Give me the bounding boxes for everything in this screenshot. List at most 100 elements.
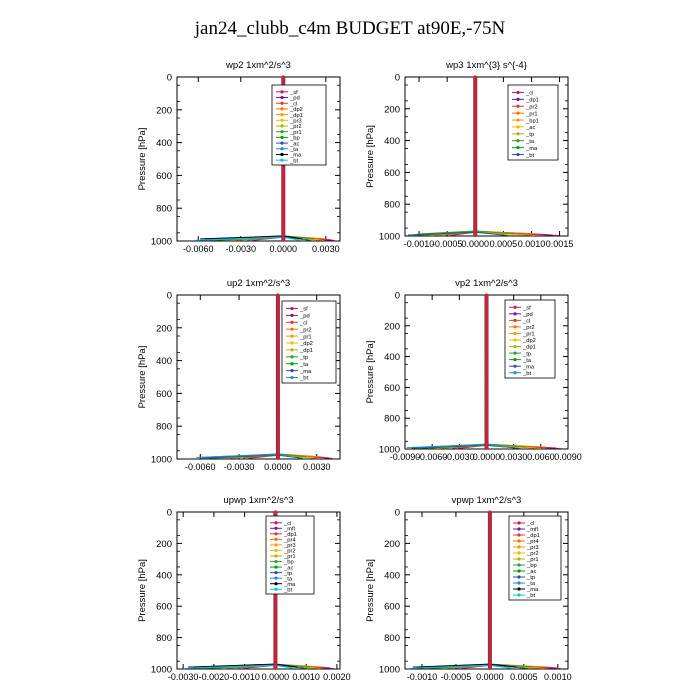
profile-marker — [281, 238, 285, 242]
panel-title: up2 1xm^2/s^3 — [227, 278, 290, 289]
legend-marker — [280, 90, 284, 94]
y-tick-label: 800 — [156, 422, 172, 433]
legend-marker — [280, 101, 284, 105]
y-tick-label: 600 — [384, 383, 400, 394]
legend-marker — [290, 341, 294, 345]
y-tick-label: 400 — [156, 570, 172, 581]
legend-label: _cl — [289, 101, 297, 107]
legend-marker — [280, 124, 284, 128]
y-tick-label: 600 — [156, 602, 172, 613]
x-tick-label: 0.0030 — [303, 462, 331, 472]
legend-box — [265, 515, 315, 595]
legend-marker — [280, 147, 284, 151]
x-tick-label: -0.0010 — [229, 672, 260, 682]
legend-label: _pd — [522, 312, 533, 318]
x-tick-label: 0.0030 — [500, 452, 528, 462]
x-tick-label: 0.0000 — [473, 452, 501, 462]
x-tick-label: -0.0060 — [183, 244, 214, 254]
legend-label: _dp1 — [299, 348, 313, 354]
legend-label: _ma — [522, 364, 535, 370]
legend-label: _bt — [522, 371, 531, 377]
legend-marker — [290, 313, 294, 317]
legend-label: _ta — [283, 576, 293, 582]
legend-marker — [516, 139, 520, 143]
legend-marker — [517, 563, 521, 567]
legend-marker — [517, 575, 521, 579]
legend-label: _pr2 — [522, 325, 535, 331]
legend-label: _pr1 — [299, 334, 312, 340]
legend-label: _dp1 — [289, 113, 303, 119]
panel-title: vp2 1xm^2/s^3 — [455, 278, 518, 289]
legend-label: _pr4 — [526, 539, 539, 545]
legend-marker — [513, 305, 517, 309]
legend-label: _bp — [289, 136, 300, 142]
legend-label: _ta — [526, 581, 536, 587]
y-tick-label: 200 — [156, 323, 172, 334]
legend-label: _pr2 — [526, 551, 539, 557]
y-tick-label: 0 — [167, 73, 172, 84]
legend-label: _ma — [299, 369, 312, 375]
y-tick-label: 0 — [395, 73, 400, 84]
legend-label: _ma — [283, 582, 296, 588]
legend-marker — [516, 104, 520, 108]
y-tick-label: 0 — [167, 291, 172, 302]
legend-label: _pr2 — [283, 549, 296, 555]
legend-marker — [290, 369, 294, 373]
y-axis-label: Pressure [hPa] — [137, 128, 148, 191]
legend-marker — [280, 130, 284, 134]
legend-label: _dp1 — [283, 532, 297, 538]
y-tick-label: 800 — [384, 414, 400, 425]
legend-label: _ac — [283, 565, 293, 571]
legend-label: _pd — [289, 96, 300, 102]
legend-label: _cl — [526, 521, 534, 527]
y-axis-label: Pressure [hPa] — [365, 341, 376, 404]
plot-frame — [176, 294, 341, 460]
legend-marker — [290, 327, 294, 331]
panel-title: wp2 1xm^2/s^3 — [225, 60, 291, 71]
legend-marker — [516, 146, 520, 150]
legend-marker — [517, 593, 521, 597]
legend-marker — [517, 545, 521, 549]
legend-label: _pr2 — [289, 124, 302, 130]
legend-label: _bt — [525, 153, 534, 159]
legend-marker — [513, 351, 517, 355]
legend-marker — [513, 364, 517, 368]
legend-label: _ta — [289, 147, 299, 153]
legend-marker — [517, 521, 521, 525]
legend-label: _cl — [283, 521, 291, 527]
x-tick-label: 0.0010 — [518, 239, 546, 249]
legend-marker — [517, 581, 521, 585]
legend-label: _pd — [299, 314, 310, 320]
legend-box — [508, 515, 562, 601]
legend-marker — [274, 587, 278, 591]
legend-label: _bt — [299, 376, 308, 382]
y-tick-label: 800 — [156, 633, 172, 644]
x-tick-label: 0.0015 — [546, 239, 574, 249]
x-tick-label: 0.0000 — [262, 672, 290, 682]
y-tick-label: 600 — [156, 389, 172, 400]
legend-marker — [274, 543, 278, 547]
chart-panel: wp3 1xm^{3} s^{-4} Pressure [hPa] 0 200 400 6… — [365, 60, 573, 249]
legend-label: _pr1 — [289, 130, 302, 136]
y-tick-label: 400 — [384, 352, 400, 363]
legend-label: _cl — [522, 319, 530, 325]
plot-frame — [176, 511, 341, 670]
legend-marker — [516, 125, 520, 129]
legend-marker — [513, 358, 517, 362]
x-tick-label: -0.0005 — [432, 239, 463, 249]
y-tick-label: 600 — [384, 168, 400, 179]
legend-label: _cl — [525, 91, 533, 97]
legend-label: _bp — [283, 560, 294, 566]
legend-marker — [513, 325, 517, 329]
y-tick-label: 1000 — [379, 445, 400, 456]
legend-label: _dp1 — [526, 533, 540, 539]
legend-label: _sf — [522, 305, 531, 311]
legend-label: _bt — [526, 593, 535, 599]
y-tick-label: 0 — [167, 508, 172, 519]
y-tick-label: 600 — [384, 602, 400, 613]
legend-label: _tp — [526, 575, 535, 581]
y-axis-label: Pressure [hPa] — [365, 559, 376, 622]
legend-marker — [516, 152, 520, 157]
profile-marker — [273, 666, 278, 670]
y-tick-label: 1000 — [151, 665, 172, 676]
